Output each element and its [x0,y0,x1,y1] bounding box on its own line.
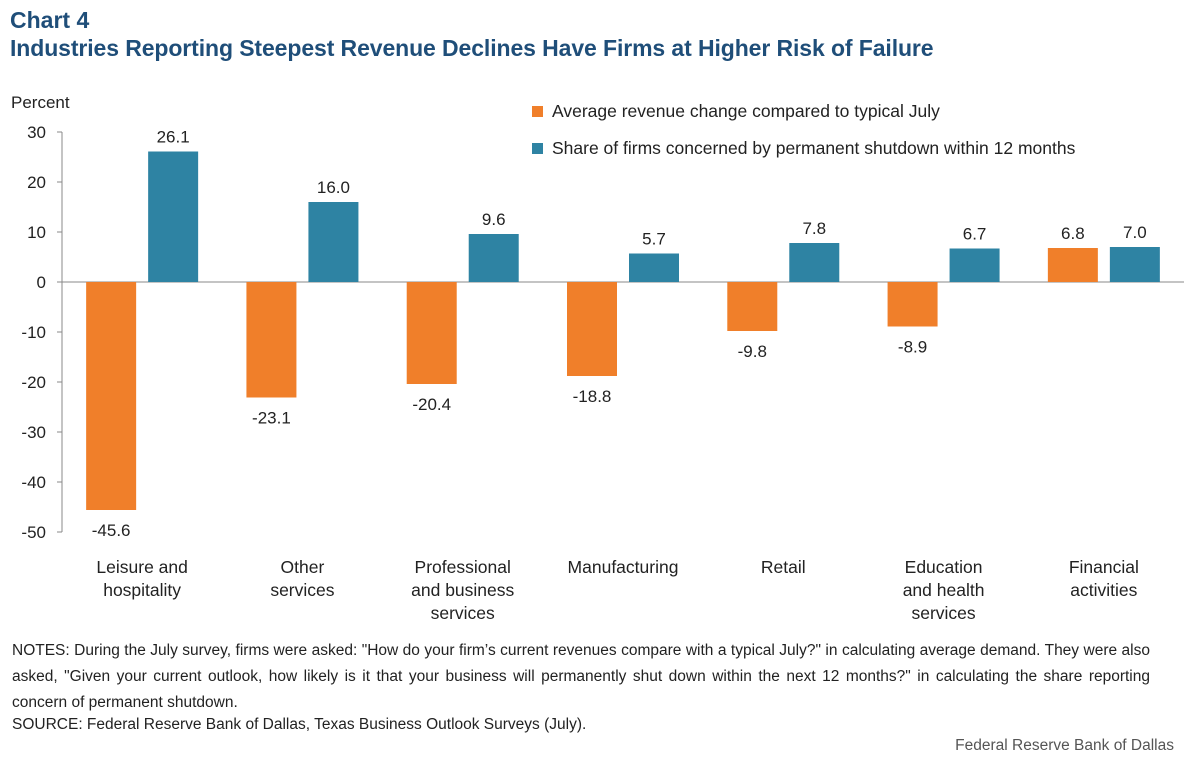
category-label: services [911,603,975,623]
shutdown-concern-bar [468,234,519,282]
revenue-change-bar [887,282,938,327]
shutdown-concern-bar [148,151,199,282]
bar-data-label: -8.9 [898,338,927,357]
revenue-change-bar [1047,248,1098,282]
legend-swatch [532,106,543,117]
shutdown-concern-bar [629,253,679,282]
legend-label: Average revenue change compared to typic… [552,101,940,121]
bar-data-label: 7.0 [1123,223,1147,242]
y-tick-label: -20 [21,373,46,392]
bar-data-label: -9.8 [738,342,767,361]
bar-chart: Percent 30 20 10 0 -10 -20 -30 -40 -50 -45.6 26.1 Le… [11,93,1184,623]
notes-section: NOTES: During the July survey, firms wer… [12,638,1150,716]
revenue-change-bar [86,282,137,510]
bar-data-label: 5.7 [642,230,666,249]
source-text: SOURCE: Federal Reserve Bank of Dallas, … [12,716,587,733]
revenue-change-bar [406,282,457,384]
shutdown-concern-bar [308,202,359,282]
shutdown-concern-bar [1109,247,1160,282]
bar-data-label: 16.0 [317,178,350,197]
chart-title: Industries Reporting Steepest Revenue De… [10,35,934,61]
bar-data-label: -45.6 [92,521,131,540]
category-label: Financial [1069,557,1139,577]
category-label: hospitality [103,580,181,600]
bar-data-label: -18.8 [573,387,612,406]
bar-data-label: -23.1 [252,409,291,428]
category-label: Manufacturing [568,557,679,577]
bar-data-label: 6.8 [1061,224,1085,243]
category-label: Other [281,557,325,577]
bar-data-label: -20.4 [412,395,451,414]
bar-data-label: 26.1 [157,128,190,147]
revenue-change-bar [246,282,297,398]
chart-number-label: Chart 4 [10,7,90,33]
bar-data-label: 7.8 [802,219,826,238]
category-label: and business [411,580,514,600]
notes-text: NOTES: During the July survey, firms wer… [12,642,1150,711]
bar-data-label: 6.7 [963,225,987,244]
bar-data-label: 9.6 [482,210,506,229]
y-tick-label: 20 [27,173,46,192]
shutdown-concern-bar [789,243,840,282]
category-label: and health [903,580,985,600]
category-label: Retail [761,557,806,577]
revenue-change-bar [727,282,778,331]
y-tick-label: -10 [21,323,46,342]
y-tick-label: 10 [27,223,46,242]
credit-text: Federal Reserve Bank of Dallas [955,737,1174,754]
legend-label: Share of firms concerned by permanent sh… [552,138,1076,158]
category-label: Professional [415,557,511,577]
y-tick-label: -40 [21,473,46,492]
y-tick-label: 30 [27,123,46,142]
shutdown-concern-bar [949,248,1000,282]
y-tick-label: -30 [21,423,46,442]
category-label: services [431,603,495,623]
category-label: activities [1070,580,1137,600]
category-label: services [270,580,334,600]
revenue-change-bar [567,282,617,376]
y-axis-label: Percent [11,93,70,112]
category-label: Leisure and [96,557,187,577]
title-block: Chart 4 Industries Reporting Steepest Re… [10,6,934,62]
y-tick-label: 0 [37,273,46,292]
y-tick-label: -50 [21,523,46,542]
legend-swatch [532,143,543,154]
category-label: Education [905,557,983,577]
